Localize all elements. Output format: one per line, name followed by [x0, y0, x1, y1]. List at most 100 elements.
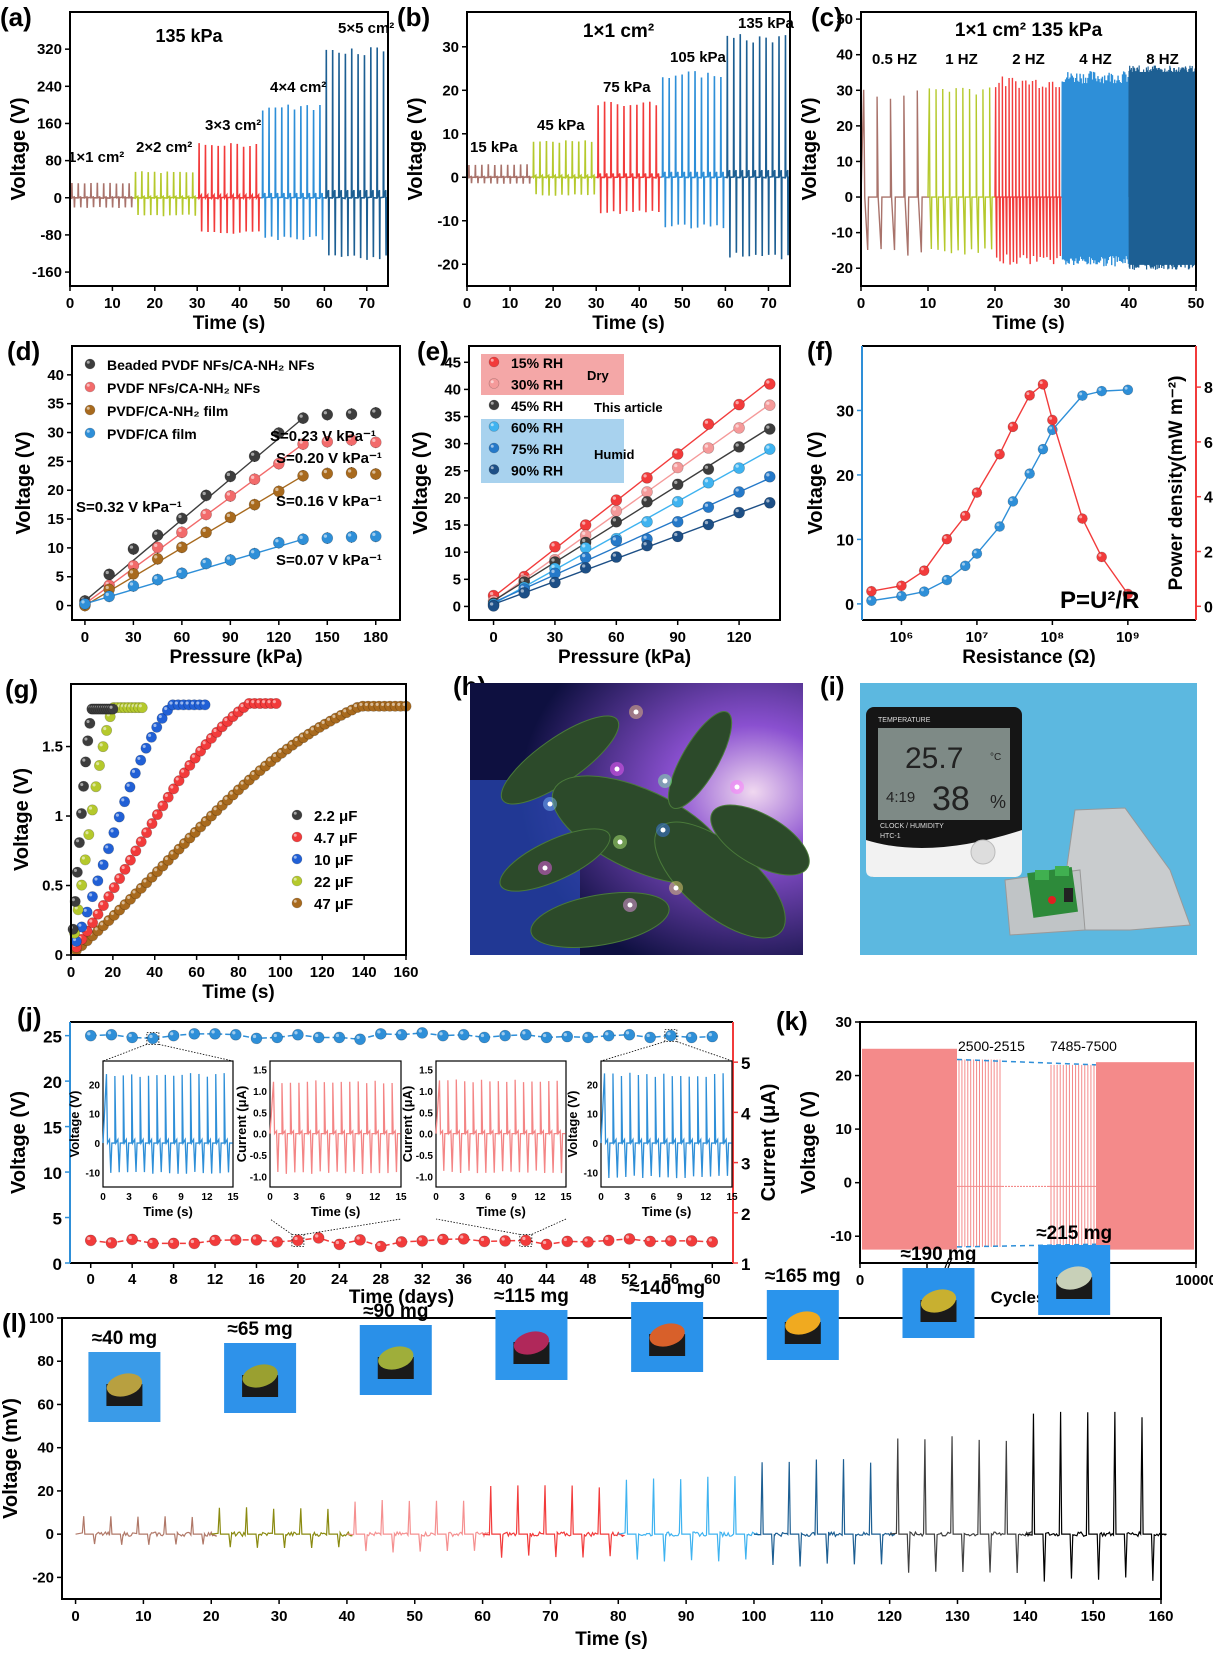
zoom-range-label: 7485-7500 [1050, 1038, 1117, 1054]
data-point-highlight [201, 701, 205, 705]
y-tick-label: 30 [444, 436, 461, 453]
inset-x-tick-label: 9 [677, 1192, 683, 1203]
inset-frame [600, 1060, 733, 1188]
data-point-highlight [372, 532, 376, 537]
y-axis-title: Voltage (V) [805, 432, 827, 535]
data-point [229, 1234, 242, 1246]
x-tick-label: 48 [580, 1271, 597, 1288]
inset-x-tick-label: 15 [726, 1192, 738, 1203]
data-point-highlight [674, 532, 678, 537]
data-point-highlight [735, 508, 739, 513]
data-point [147, 1032, 159, 1045]
terminal-block [1035, 870, 1049, 880]
data-point [124, 854, 136, 866]
signal-segment [531, 140, 597, 196]
signal-segment [618, 1476, 760, 1562]
inset-y-tick-label: -10 [86, 1168, 101, 1179]
data-point-highlight [961, 512, 965, 516]
x-tick-label: 120 [877, 1608, 902, 1625]
data-point-highlight [232, 1031, 236, 1035]
data-point [130, 845, 142, 857]
data-point-highlight [294, 737, 298, 742]
y-tick-label: 20 [37, 1483, 54, 1500]
data-point-highlight [262, 762, 266, 766]
data-point [84, 717, 96, 729]
data-point [959, 560, 971, 572]
y-tick-label: 10 [43, 1164, 62, 1183]
data-point-highlight [154, 543, 158, 548]
x-tick-label: 56 [663, 1271, 680, 1288]
data-point [114, 873, 126, 885]
y2-tick-label: 2 [741, 1205, 750, 1224]
data-point [167, 1237, 180, 1250]
data-point-highlight [103, 727, 107, 731]
data-point [76, 879, 88, 891]
data-point [146, 818, 158, 830]
x-tick-label: 60 [608, 629, 625, 646]
data-point-highlight [766, 473, 770, 477]
data-point-highlight [582, 538, 586, 543]
y-tick-label: 10 [836, 532, 854, 549]
y-tick-label: 30 [836, 403, 854, 420]
data-point-highlight [105, 845, 109, 849]
data-point [540, 1031, 553, 1044]
inset-frame [102, 1060, 234, 1188]
inset-y-tick-label: 0.5 [419, 1108, 433, 1119]
data-point-highlight [232, 1236, 236, 1240]
data-point-highlight [439, 1235, 443, 1240]
data-point-highlight [240, 704, 244, 708]
inset-y-tick-label: 0.0 [253, 1130, 267, 1141]
data-point-highlight [1079, 515, 1083, 519]
data-point [248, 498, 261, 511]
inset-x-tick-label: 3 [459, 1192, 465, 1203]
data-point [176, 541, 188, 554]
x-axis-title: Time (days) [349, 1287, 454, 1308]
data-point-highlight [275, 487, 279, 492]
data-point [151, 721, 163, 733]
data-point [641, 495, 653, 508]
formula-annotation: P=U²/R [1060, 587, 1139, 614]
data-point-highlight [293, 899, 297, 903]
data-point [866, 585, 877, 597]
y-tick-label: 20 [444, 490, 461, 507]
inset-y-tick-label: 0.0 [419, 1130, 433, 1141]
data-point-highlight [115, 813, 119, 817]
data-point [79, 854, 91, 866]
data-point-highlight [251, 501, 255, 505]
x-tick-label: 20 [105, 964, 122, 981]
y-tick-label: 20 [47, 482, 64, 499]
y-tick-label: -20 [831, 260, 853, 277]
data-point-highlight [154, 576, 158, 580]
panel-label: (l) [2, 1308, 27, 1338]
axis-break [944, 1257, 950, 1269]
inset-y-tick-label: 10 [89, 1110, 101, 1121]
data-point-highlight [315, 1033, 319, 1038]
x-tick-label: 30 [271, 1608, 288, 1625]
x-tick-label: 0 [857, 295, 865, 312]
data-point [200, 489, 212, 502]
data-point-highlight [735, 464, 739, 468]
data-point [763, 378, 776, 390]
signal-segment [260, 104, 325, 240]
data-point [374, 1028, 387, 1040]
x-axis-title: Cycles [991, 1288, 1046, 1307]
legend-entry: 45% RH [511, 398, 563, 414]
data-point [75, 808, 87, 820]
inset-y-tick-label: 1.0 [419, 1087, 433, 1098]
slope-annotation: S=0.16 V kPa⁻¹ [276, 493, 382, 510]
y-axis-title: Voltage (mV) [0, 1398, 22, 1519]
panel-f: 10⁶ 10⁷ 10⁸ 10⁹ 0 10 20 30 0 20 40 60 80 Resistance (… [805, 336, 1213, 668]
data-point-highlight [105, 917, 109, 921]
data-point [86, 804, 98, 816]
zoom-source-box [519, 1234, 533, 1247]
zoom-leader-line [435, 1218, 520, 1235]
data-point-highlight [143, 829, 147, 833]
data-point [291, 853, 303, 865]
data-point-highlight [377, 1030, 381, 1034]
data-point-highlight [110, 829, 114, 833]
data-point-highlight [293, 855, 297, 859]
inset-frame [269, 1060, 402, 1188]
data-point-highlight [766, 401, 770, 405]
x-tick-label: 100 [741, 1608, 766, 1625]
x-tick-label: 50 [274, 295, 291, 312]
